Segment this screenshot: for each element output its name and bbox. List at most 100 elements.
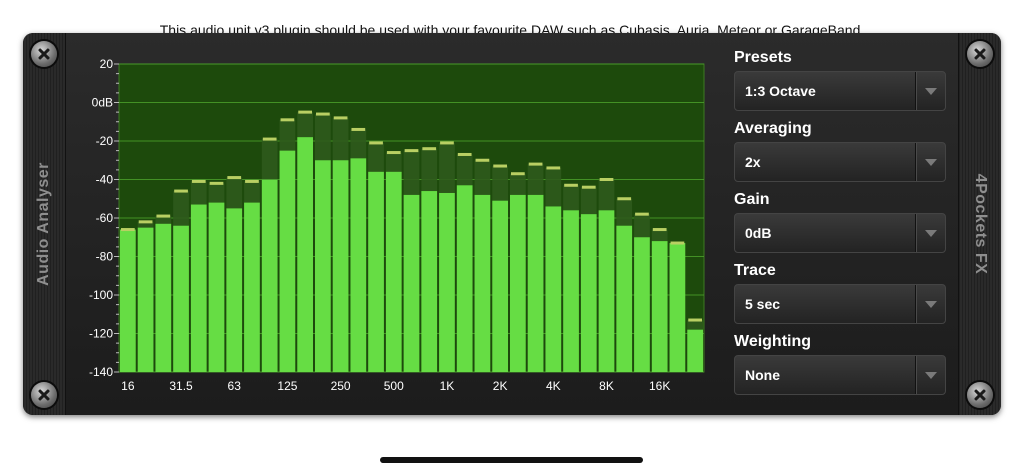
presets-value: 1:3 Octave [745,83,816,99]
peak-marker [493,164,507,168]
right-side-label: 4Pockets FX [972,173,989,275]
spectrum-bar [439,192,455,372]
weighting-value: None [745,367,780,383]
peak-marker [280,118,295,122]
peak-marker [227,176,242,180]
weighting-chevron-down-icon[interactable] [915,356,945,394]
trace-column [634,214,650,238]
trace-column [332,117,349,161]
x-tick-label: 500 [384,379,404,393]
trace-dropdown[interactable]: 5 sec [734,284,946,324]
trace-column [173,191,189,226]
presets-chevron-down-icon[interactable] [915,72,945,110]
trace-column [651,229,668,242]
spectrum-bar [350,158,367,372]
spectrum-bar [332,160,349,372]
spectrum-bar [297,137,313,372]
y-tick-label: -140 [89,365,113,379]
gain-dropdown[interactable]: 0dB [734,213,946,253]
spectrum-bar [580,214,597,372]
trace-column [244,181,260,203]
spectrum-bar [563,210,579,372]
spectrum-bar [474,194,491,372]
peak-marker [670,241,685,245]
peak-marker [209,181,224,185]
weighting-dropdown[interactable]: None [734,355,946,395]
x-tick-label: 4K [546,379,561,393]
gain-value: 0dB [745,225,772,241]
peak-marker [121,228,135,232]
y-tick-label: 20 [100,57,114,71]
spectrum-bar [208,202,225,372]
trace-column [350,129,367,159]
spectrum-bar [403,194,420,372]
trace-value: 5 sec [745,296,781,312]
trace-column [155,216,172,224]
plugin-panel: Audio Analyser 4Pockets FX 20 0dB -20 -40 -6… [23,33,1001,415]
right-side-rail: 4Pockets FX [958,33,1001,415]
averaging-value: 2x [745,154,761,170]
averaging-chevron-down-icon[interactable] [915,143,945,181]
spectrum-bar [669,243,686,372]
spectrum-bar [261,179,278,372]
trace-column [385,152,402,172]
left-side-rail: Audio Analyser [23,33,66,415]
y-tick-label: -100 [89,288,113,302]
x-tick-label: 31.5 [169,379,193,393]
spectrum-bar [155,223,172,372]
spectrum-bar [137,227,154,372]
screw-bottom-left-icon [31,382,57,408]
peak-marker [528,162,543,166]
spectrum-bar [173,225,189,372]
peak-marker [351,127,366,131]
trace-column [190,181,207,205]
trace-column [474,160,491,195]
presets-label: Presets [734,49,792,66]
trace-column [261,139,278,180]
peak-marker [316,112,330,116]
spectrum-bar [226,208,243,372]
gain-chevron-down-icon[interactable] [915,214,945,252]
spectrum-bar [120,229,136,372]
home-indicator[interactable] [380,457,643,463]
peak-marker [386,151,401,155]
spectrum-bar [616,225,633,372]
spectrum-bar [651,241,668,372]
spectrum-bar [598,210,615,372]
x-tick-label: 250 [331,379,351,393]
screw-top-left-icon [31,41,57,67]
y-tick-label: -60 [96,211,114,225]
weighting-label: Weighting [734,333,812,350]
peak-marker [191,179,206,183]
trace-column [580,187,597,215]
peak-marker [298,110,312,114]
spectrum-bar [527,194,544,372]
trace-chevron-down-icon[interactable] [915,285,945,323]
trace-column [545,167,562,207]
peak-marker [333,116,348,120]
spectrum-chart-svg: 20 0dB -20 -40 -60 -80 -100 -120 -140 16 31.5 63 125… [89,57,705,393]
spectrum-bar [492,200,508,372]
peak-marker [440,141,454,145]
peak-marker [599,178,614,181]
trace-column [403,150,420,195]
trace-column [598,179,615,211]
trace-column [510,173,526,195]
presets-dropdown[interactable]: 1:3 Octave [734,71,946,111]
trace-column [226,177,243,209]
averaging-dropdown[interactable]: 2x [734,142,946,182]
x-tick-label: 2K [493,379,508,393]
spectrum-bar [190,204,207,372]
peak-marker [422,147,437,151]
peak-marker [457,152,472,156]
spectrum-bar [687,329,703,372]
y-tick-label: -120 [89,327,113,341]
y-tick-label: -80 [96,250,114,264]
screw-top-right-icon [967,41,993,67]
peak-marker [511,172,525,176]
left-side-label: Audio Analyser [35,162,52,286]
peak-marker [245,179,259,183]
trace-column [439,142,455,193]
trace-column [687,320,703,330]
y-tick-label: -20 [96,134,114,148]
